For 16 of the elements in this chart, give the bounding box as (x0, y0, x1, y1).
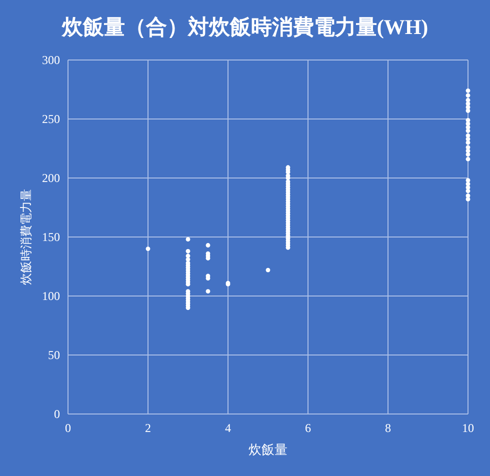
y-tick-label: 0 (54, 407, 60, 421)
y-tick-label: 300 (42, 53, 60, 67)
y-axis-title: 炊飯時消費電力量 (19, 189, 33, 285)
y-tick-label: 250 (42, 112, 60, 126)
x-tick-label: 8 (385, 421, 391, 435)
x-tick-label: 2 (145, 421, 151, 435)
y-tick-label: 200 (42, 171, 60, 185)
y-tick-label: 150 (42, 230, 60, 244)
title: 炊飯量（合）対炊飯時消費電力量(WH) (62, 15, 428, 39)
x-tick-label: 6 (305, 421, 311, 435)
x-tick-label: 0 (65, 421, 71, 435)
x-tick-label: 10 (462, 421, 474, 435)
x-axis-title: 炊飯量 (248, 442, 288, 457)
y-tick-label: 100 (42, 289, 60, 303)
y-tick-label: 50 (48, 348, 60, 362)
x-tick-label: 4 (225, 421, 231, 435)
